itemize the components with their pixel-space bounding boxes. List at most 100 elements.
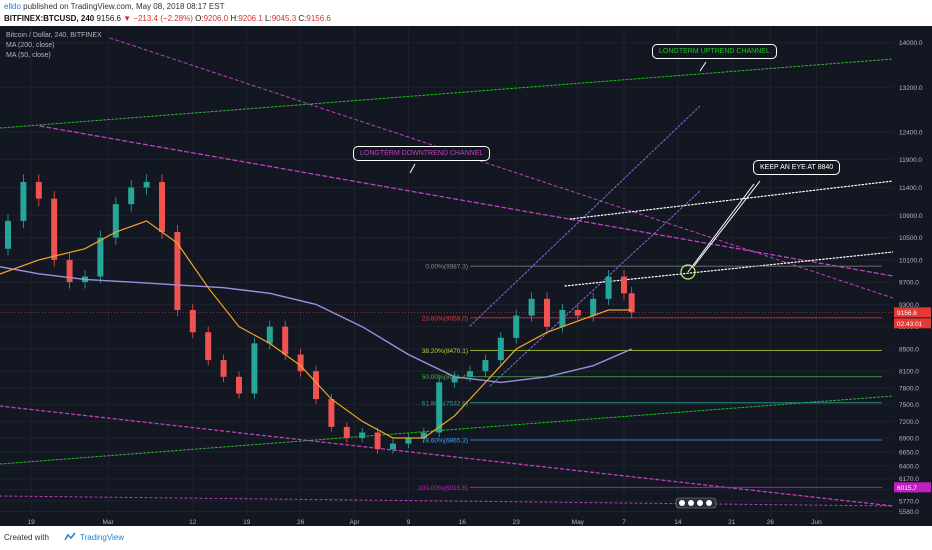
uptrend-channel-bottom <box>0 395 894 465</box>
time-tick-label: Jun <box>811 519 822 526</box>
time-tick-label: 21 <box>728 519 736 526</box>
downtrend-channel-base <box>0 495 894 507</box>
uptrend-channel-top <box>0 58 894 129</box>
candle-body <box>405 438 412 444</box>
price-tick-label: 5580.0 <box>899 509 919 516</box>
annotation-downtrend: LONGTERM DOWNTREND CHANNEL <box>353 146 491 161</box>
fib-level-label: 38.20%(8470.1) <box>422 348 468 355</box>
price-tick-label: 6400.0 <box>899 463 919 470</box>
price-tick-label: 10500.0 <box>899 235 923 242</box>
candle-body <box>374 432 381 450</box>
tradingview-logo-icon <box>64 532 76 541</box>
candle-body <box>251 343 258 394</box>
price-axis <box>893 26 932 526</box>
candle-body <box>66 259 73 283</box>
legend-ma200[interactable]: MA (200, close) <box>6 42 55 49</box>
chart-area[interactable]: 0.00%(9987.3) 23.60%(9058.0) 38.20%(8470.1… <box>0 26 932 526</box>
annotation-uptrend: LONGTERM UPTREND CHANNEL <box>652 44 777 59</box>
time-tick-label: 7 <box>622 519 626 526</box>
price-tick-label: 14000.0 <box>899 40 923 47</box>
price-tick-label: 9300.0 <box>899 302 919 309</box>
price-tag <box>894 307 931 318</box>
price-tick-label: 7800.0 <box>899 385 919 392</box>
price-tick-label: 10100.0 <box>899 257 923 264</box>
price-tick-label: 6900.0 <box>899 436 919 443</box>
candle-body <box>20 181 27 221</box>
low-label: L: <box>265 14 272 23</box>
candle-body <box>544 298 550 327</box>
price-tick-label: 10900.0 <box>899 213 923 220</box>
time-tick-label: Apr <box>349 519 360 526</box>
candle-body <box>297 354 304 372</box>
fib-level-label: 23.60%(9058.0) <box>422 315 468 322</box>
time-tick-label: 26 <box>297 519 305 526</box>
resistance-trendline <box>569 180 894 220</box>
chart-canvas[interactable]: 0.00%(9987.3) 23.60%(9058.0) 38.20%(8470.1… <box>0 26 932 526</box>
price-change: ▼ −213.4 (−2.28%) <box>123 14 193 23</box>
candle-body <box>420 432 427 439</box>
candle-body <box>436 382 443 433</box>
candle-body <box>590 298 597 316</box>
close-label: C: <box>298 14 307 23</box>
price-tick-label: 8500.0 <box>899 346 919 353</box>
candle-body <box>128 187 135 205</box>
candle-body <box>574 309 581 316</box>
price-tag <box>894 482 931 493</box>
candle-body <box>205 332 212 361</box>
fib-level-label: 0.00%(9987.3) <box>425 264 468 271</box>
price-tick-label: 7500.0 <box>899 402 919 409</box>
candle-body <box>451 376 458 383</box>
symbol-line: BITFINEX:BTCUSD, 240 9156.6 ▼ −213.4 (−2… <box>4 14 331 23</box>
pointer-line-downtrend <box>409 163 416 174</box>
support-trendline <box>564 251 894 287</box>
candle-body <box>220 360 227 377</box>
close-value: 9156.6 <box>306 14 331 23</box>
chart-legend: Bitcoin / Dollar, 240, BITFINEX MA (200,… <box>6 31 102 61</box>
rising-channel-upper <box>469 105 701 327</box>
fib-level-label: 100.00%(6015.6) <box>418 485 468 492</box>
candle-body <box>51 198 58 260</box>
footer-created-with: Created with <box>4 533 49 542</box>
candle-body <box>266 326 273 344</box>
time-tick-label: 26 <box>767 519 775 526</box>
fib-level-label: 78.60%(6865.3) <box>422 437 468 444</box>
price-tick-label: 7200.0 <box>899 419 919 426</box>
pointer-line-eye <box>693 180 761 267</box>
high-label: H: <box>230 14 239 23</box>
time-tick-label: 14 <box>674 519 682 526</box>
candle-body <box>159 181 165 233</box>
high-value: 9206.1 <box>238 14 263 23</box>
price-tick-label: 11900.0 <box>899 157 922 164</box>
price-tick-label: 13200.0 <box>899 85 923 92</box>
annotation-keep-eye: KEEP AN EYE AT 8840 <box>753 160 841 175</box>
candle-body <box>628 293 635 313</box>
price-tag-label: 02:43:01 <box>897 321 923 328</box>
publish-line: elldo published on TradingView.com, May … <box>4 2 224 11</box>
candle-body <box>112 204 119 238</box>
price-tick-label: 6650.0 <box>899 449 919 456</box>
candle-body <box>467 371 473 377</box>
ma200-line <box>0 266 632 384</box>
event-marker-icon <box>688 500 694 506</box>
event-marker-icon <box>706 500 712 506</box>
candle-body <box>35 181 42 199</box>
candle-body <box>482 360 489 372</box>
open-value: 9206.0 <box>203 14 229 23</box>
candle-body <box>328 399 335 427</box>
footer-brand[interactable]: TradingView <box>80 533 125 542</box>
candle-body <box>313 371 319 400</box>
time-tick-label: 19 <box>243 519 251 526</box>
candle-body <box>390 443 396 450</box>
candle-body <box>359 432 366 439</box>
footer: Created with TradingView <box>0 526 932 550</box>
time-tick-label: May <box>572 519 585 526</box>
legend-ma50[interactable]: MA (50, close) <box>6 52 51 59</box>
candle-body <box>189 309 196 333</box>
fib-level-label: 50.00%(8001.4) <box>422 374 468 381</box>
candle-body <box>528 298 535 316</box>
price-tag-label: 9156.6 <box>897 310 917 317</box>
publisher-link[interactable]: elldo <box>4 2 21 11</box>
price-tick-label: 9700.0 <box>899 280 919 287</box>
price-tick-label: 6170.0 <box>899 476 919 483</box>
price-tick-label: 12400.0 <box>899 129 923 136</box>
